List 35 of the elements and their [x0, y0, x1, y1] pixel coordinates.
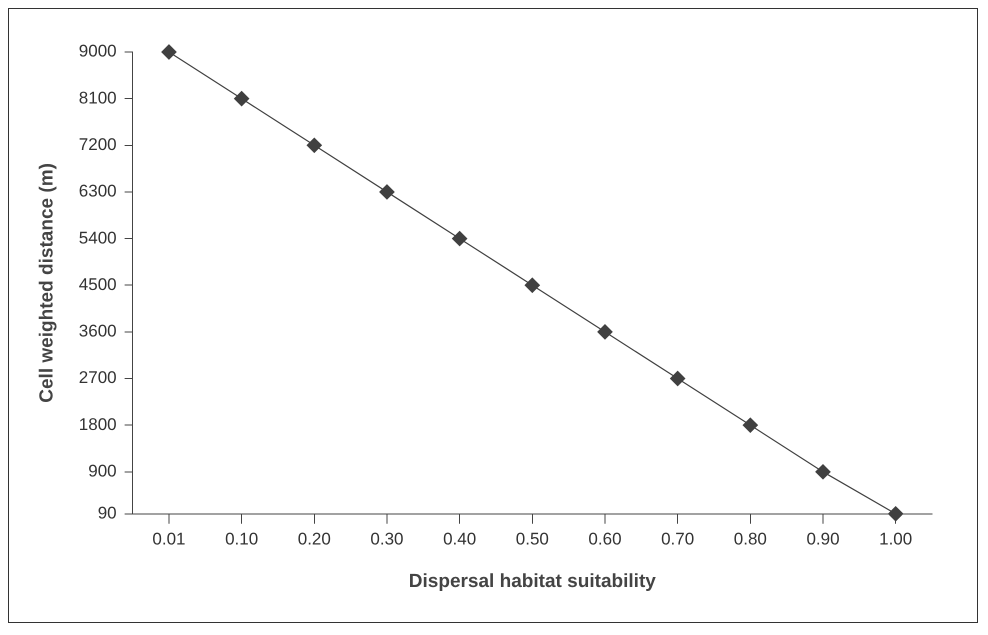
x-tick-label: 0.30 [370, 530, 404, 549]
x-tick-label: 0.01 [152, 530, 186, 549]
x-tick-label: 0.50 [516, 530, 549, 549]
y-axis-title: Cell weighted distance (m) [36, 163, 58, 403]
y-tick-label: 4500 [78, 274, 117, 294]
x-tick-label: 0.40 [443, 530, 476, 549]
point [234, 91, 250, 106]
x-axis-title: Dispersal habitat suitability [408, 570, 656, 592]
x-tick-label: 0.80 [734, 530, 767, 549]
x-tick-label: 0.90 [806, 530, 840, 549]
point [888, 506, 904, 522]
point [379, 184, 395, 200]
y-tick-label: 9000 [78, 42, 117, 61]
point [524, 278, 540, 293]
y-tick-label: 2700 [78, 368, 117, 388]
point [161, 44, 177, 60]
point [742, 418, 758, 433]
point [815, 464, 831, 480]
y-tick-label: 8100 [78, 88, 117, 108]
y-tick-label: 3600 [78, 322, 117, 341]
y-tick-label: 5400 [78, 228, 117, 248]
point [597, 324, 613, 340]
y-tick-label: 900 [88, 462, 117, 481]
point [452, 230, 468, 246]
y-tick-label: 1800 [78, 414, 117, 434]
point [670, 370, 686, 386]
y-tick-label: 6300 [78, 182, 117, 201]
y-tick-label: 7200 [78, 134, 117, 154]
x-tick-label: 0.60 [588, 530, 622, 549]
point [306, 138, 322, 153]
x-tick-label: 0.10 [225, 530, 258, 549]
x-tick-label: 1.00 [879, 530, 912, 549]
y-tick-label: 90 [98, 503, 117, 522]
x-tick-label: 0.20 [298, 530, 331, 549]
x-tick-label: 0.70 [661, 530, 694, 549]
